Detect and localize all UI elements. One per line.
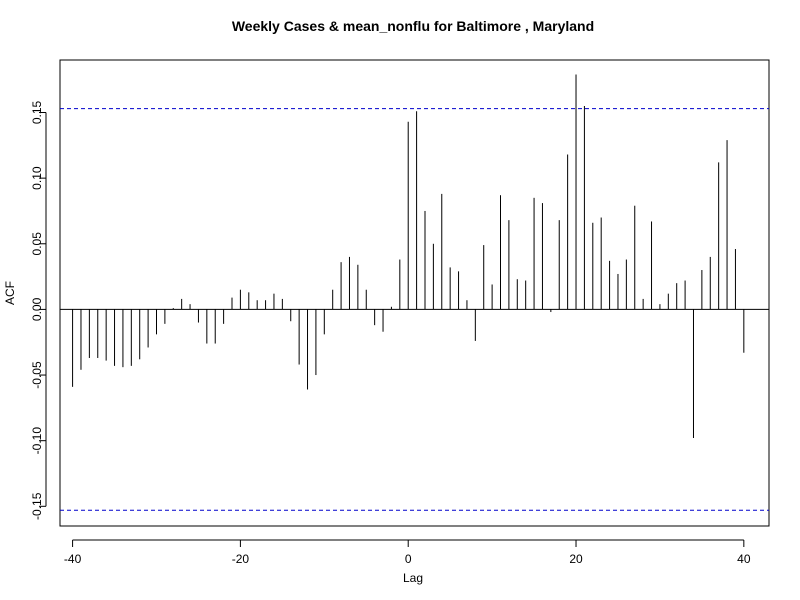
x-axis: -40 -20 0 20 40 [64, 539, 751, 566]
x-tick-label: 40 [737, 552, 751, 566]
y-tick-label: -0.10 [30, 427, 44, 455]
y-tick-label: 0.00 [30, 297, 44, 321]
confidence-bounds [60, 108, 769, 511]
x-tick-label: -20 [232, 552, 250, 566]
chart-title: Weekly Cases & mean_nonflu for Baltimore… [232, 18, 594, 34]
x-tick-label: 0 [405, 552, 412, 566]
acf-bars [72, 74, 745, 439]
plot-frame [59, 59, 770, 527]
x-tick-label: -40 [64, 552, 82, 566]
y-tick-label: 0.15 [30, 101, 44, 125]
y-axis-label: ACF [3, 281, 17, 305]
y-tick-label: 0.10 [30, 166, 44, 190]
y-tick-label: -0.05 [30, 361, 44, 389]
y-axis: -0.15 -0.10 -0.05 0.00 0.05 0.10 0.15 [30, 101, 47, 520]
y-tick-label: -0.15 [30, 492, 44, 520]
x-tick-label: 20 [569, 552, 583, 566]
x-axis-label: Lag [403, 571, 423, 585]
y-tick-label: 0.05 [30, 232, 44, 256]
